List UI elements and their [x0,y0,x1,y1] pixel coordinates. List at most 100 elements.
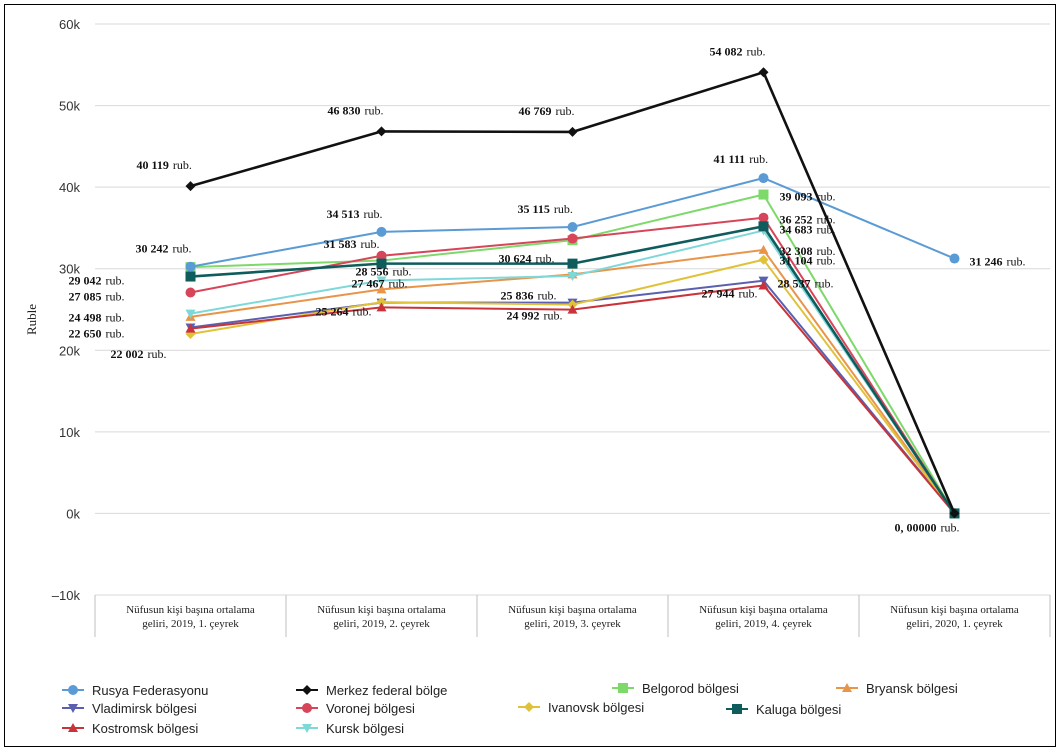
data-point [567,126,578,137]
data-point [758,244,769,254]
x-category-label: Nüfusun kişi başına ortalama [508,604,637,616]
data-point [567,233,578,244]
series-line [190,248,956,515]
data-point [758,280,769,290]
data-label-unit: rub. [538,289,557,303]
data-point [567,304,578,314]
data-label: 46 769 rub. [519,104,575,118]
data-point [567,221,578,232]
data-label-unit: rub. [817,223,836,237]
data-label-value: 31 246 [970,255,1003,269]
data-label: 24 992 rub. [507,309,563,323]
data-point [758,67,769,78]
series-1 [185,67,960,519]
y-tick-label: 20k [59,343,80,358]
y-tick-label: 10k [59,425,80,440]
legend-label: Kostromsk bölgesi [92,721,198,736]
data-label-value: 28 537 [778,277,811,291]
data-label: 34 683 rub. [780,223,836,237]
data-label: 27 467 rub. [352,276,408,290]
legend-label: Kursk bölgesi [326,721,404,736]
data-label-value: 30 242 [136,242,169,256]
legend-label: Rusya Federasyonu [92,683,208,698]
data-label-unit: rub. [817,244,836,258]
data-label-value: 28 556 [356,264,389,278]
legend-marker [302,703,312,713]
legend-marker [524,702,534,712]
data-point [758,212,769,223]
legend-label: Belgorod bölgesi [642,681,739,696]
y-tick-label: 0k [66,506,80,521]
x-category-label: Nüfusun kişi başına ortalama [126,604,255,616]
data-label: 30 242 rub. [136,242,192,256]
data-label: 0, 00000 rub. [895,520,960,534]
data-label-unit: rub. [365,103,384,117]
y-tick-label: –10k [52,588,81,603]
data-label-value: 29 042 [69,274,102,288]
legend-marker [618,683,628,693]
data-label: 31 104 rub. [780,254,836,268]
legend-item-1: Merkez federal bölge [296,683,447,698]
data-point [758,221,769,232]
legend-marker [302,724,312,733]
data-point [185,271,196,282]
series-0 [185,173,960,272]
x-category-label: Nüfusun kişi başına ortalama [699,604,828,616]
data-label-value: 25 264 [316,304,349,318]
legend-marker [842,683,852,692]
legend-marker [68,685,78,695]
data-label: 29 042 rub. [69,274,125,288]
data-label: 30 624 rub. [499,252,555,266]
data-label-value: 24 992 [507,309,540,323]
data-label-unit: rub. [554,202,573,216]
data-label-value: 46 769 [519,104,552,118]
data-point [949,508,960,519]
data-label-value: 32 308 [780,244,813,258]
data-label-unit: rub. [544,309,563,323]
legend-label: Kaluga bölgesi [756,702,841,717]
series-line [190,224,956,515]
data-label: 22 002 rub. [111,347,167,361]
legend-item-0: Rusya Federasyonu [62,683,208,698]
data-point [376,250,387,261]
data-label: 31 583 rub. [324,237,380,251]
legend-item-2: Belgorod bölgesi [612,681,739,696]
data-label-unit: rub. [817,190,836,204]
x-category-label: geliri, 2019, 1. çeyrek [142,618,239,630]
data-label-unit: rub. [361,237,380,251]
legend-marker [68,723,78,732]
series-8 [185,280,960,518]
data-label-value: 31 104 [780,254,813,268]
data-label-unit: rub. [106,274,125,288]
data-label: 22 650 rub. [69,327,125,341]
data-label-unit: rub. [1007,255,1026,269]
data-label-unit: rub. [364,207,383,221]
data-label-value: 36 252 [780,213,813,227]
data-label-value: 34 513 [327,207,360,221]
data-label-unit: rub. [106,311,125,325]
data-label-value: 31 583 [324,237,357,251]
data-label-unit: rub. [173,158,192,172]
data-label: 41 111 rub. [714,152,769,166]
data-label: 25 264 rub. [316,304,372,318]
x-category-label: Nüfusun kişi başına ortalama [890,604,1019,616]
series-7 [185,221,960,519]
legend-marker [68,704,78,713]
data-label-unit: rub. [747,44,766,58]
data-label-value: 25 836 [501,289,534,303]
y-tick-label: 60k [59,17,80,32]
data-label: 31 246 rub. [970,255,1026,269]
data-point [758,173,769,184]
data-point [376,302,387,312]
x-category-label: geliri, 2019, 2. çeyrek [333,618,430,630]
x-category-label: geliri, 2020, 1. çeyrek [906,618,1003,630]
data-point [376,284,387,294]
data-label-unit: rub. [106,327,125,341]
data-point [185,287,196,298]
x-category-label: Nüfusun kişi başına ortalama [317,604,446,616]
series-line [190,284,956,515]
data-label: 25 836 rub. [501,289,557,303]
data-label-unit: rub. [815,277,834,291]
data-label-unit: rub. [817,213,836,227]
data-point [758,254,769,265]
